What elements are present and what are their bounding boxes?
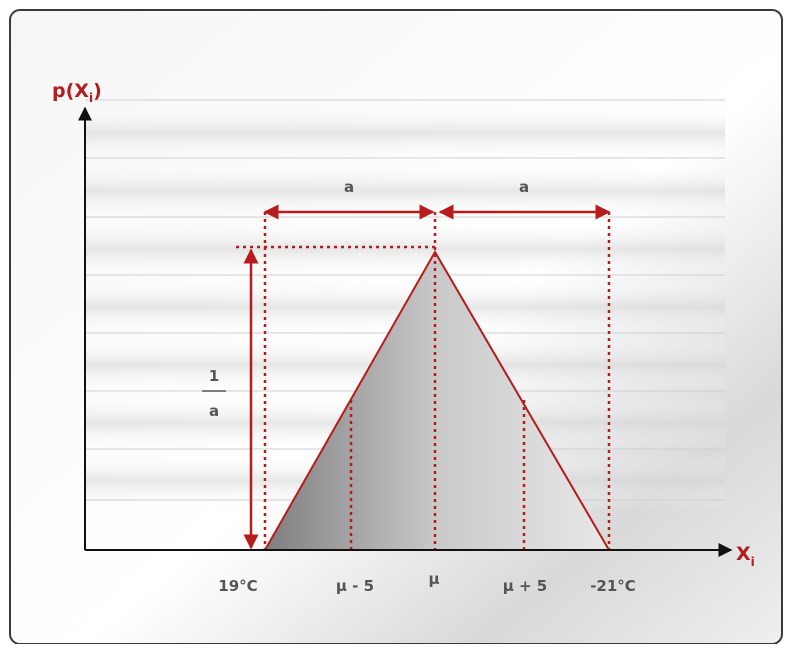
width-label-right: a (519, 178, 529, 196)
tick-label-left: 19°C (218, 577, 257, 595)
y-axis-label: p(Xi) (52, 80, 102, 105)
width-label-left: a (344, 178, 354, 196)
tick-label-mu: μ (428, 570, 439, 588)
height-numerator: 1 (209, 367, 219, 385)
triangle-outline (264, 249, 610, 551)
dotted-guides (236, 212, 611, 550)
tick-label-mu-plus: μ + 5 (503, 577, 548, 595)
tick-label-right: -21°C (590, 577, 636, 595)
triangle-area (265, 252, 609, 550)
tick-label-mu-minus: μ - 5 (336, 577, 374, 595)
x-axis-label: Xi (736, 543, 755, 569)
height-denominator: a (209, 402, 219, 420)
